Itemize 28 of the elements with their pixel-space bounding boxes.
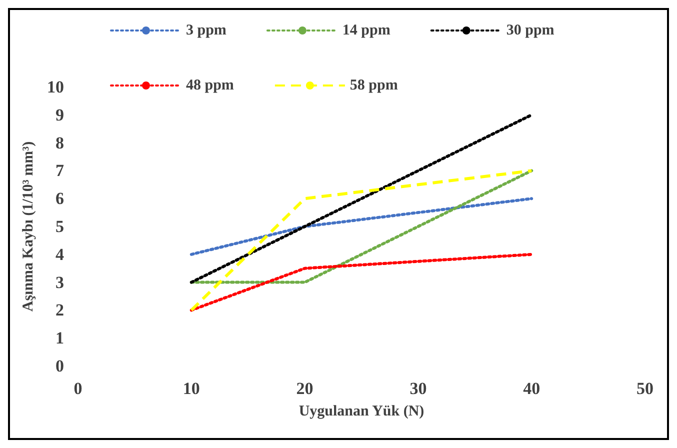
- x-tick-label: 50: [636, 379, 654, 398]
- y-tick-label: 10: [47, 78, 64, 96]
- y-tick-label: 4: [56, 244, 64, 264]
- y-tick-label: 8: [56, 133, 64, 152]
- y-tick-label: 6: [56, 189, 64, 208]
- x-axis-title: Uygulanan Yük (N): [298, 404, 424, 420]
- legend-label: 3 ppm: [186, 22, 227, 38]
- line-series: [190, 197, 534, 256]
- y-tick-label: 0: [56, 356, 64, 376]
- x-tick-label: 0: [74, 379, 82, 398]
- x-tick-label: 30: [410, 379, 427, 398]
- x-tick-label: 20: [296, 379, 314, 398]
- y-tick-label: 5: [56, 217, 64, 236]
- x-tick-label: 40: [523, 379, 540, 398]
- y-tick-label: 1: [56, 328, 64, 348]
- legend-label: 48 ppm: [186, 78, 234, 94]
- x-tick-label: 10: [182, 379, 200, 398]
- y-tick-label: 3: [56, 272, 64, 292]
- legend-label: 58 ppm: [350, 78, 398, 94]
- line-series: [190, 252, 534, 312]
- y-tick-label: 7: [56, 161, 64, 180]
- legend-label: 30 ppm: [506, 22, 555, 38]
- line-series: [190, 113, 534, 284]
- y-axis-title: Aşınma Kaybı (1/10³ mm³): [20, 141, 36, 312]
- legend-label: 14 ppm: [342, 22, 391, 38]
- y-tick-label: 9: [56, 105, 64, 124]
- line-series: [190, 169, 534, 312]
- y-tick-label: 2: [56, 300, 64, 320]
